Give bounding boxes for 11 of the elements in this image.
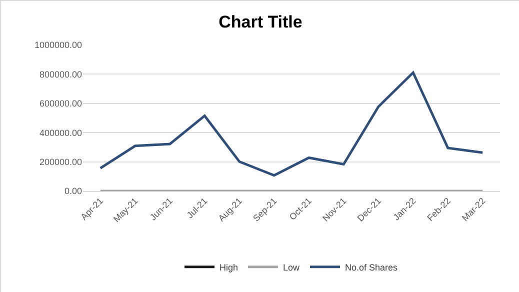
- y-tick-label: 800000.00: [39, 69, 82, 80]
- y-tick-label: 200000.00: [39, 156, 82, 167]
- y-tick-label: 1000000.00: [34, 40, 82, 50]
- line-series: [99, 71, 484, 177]
- legend-label: No.of Shares: [345, 262, 398, 272]
- legend-label: Low: [283, 262, 300, 272]
- y-tick-label: 600000.00: [39, 98, 82, 109]
- legend-label: High: [220, 262, 238, 272]
- y-tick-label: 0.00: [64, 186, 82, 196]
- chart-title: Chart Title: [218, 12, 302, 32]
- y-tick-label: 400000.00: [39, 128, 82, 138]
